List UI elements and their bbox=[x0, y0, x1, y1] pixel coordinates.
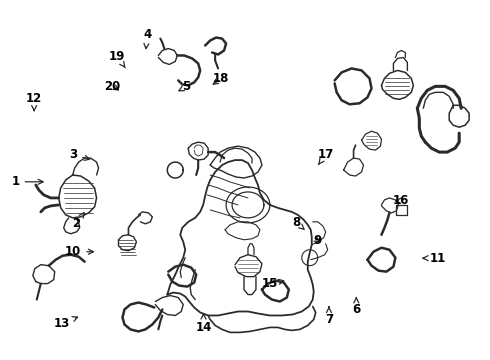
Text: 14: 14 bbox=[196, 314, 212, 333]
Text: 11: 11 bbox=[423, 252, 446, 265]
Text: 17: 17 bbox=[318, 148, 334, 164]
Text: 4: 4 bbox=[143, 28, 151, 49]
Text: 15: 15 bbox=[261, 278, 284, 291]
Text: 10: 10 bbox=[65, 245, 94, 258]
Text: 2: 2 bbox=[73, 213, 84, 230]
Text: 16: 16 bbox=[393, 194, 409, 207]
Text: 19: 19 bbox=[109, 50, 125, 68]
Text: 13: 13 bbox=[54, 317, 77, 330]
Text: 5: 5 bbox=[179, 80, 191, 93]
Text: 9: 9 bbox=[313, 234, 321, 247]
Text: 7: 7 bbox=[325, 307, 333, 326]
Text: 8: 8 bbox=[292, 216, 304, 229]
Text: 20: 20 bbox=[104, 80, 121, 93]
Text: 1: 1 bbox=[12, 175, 43, 188]
Text: 12: 12 bbox=[26, 92, 42, 111]
Text: 6: 6 bbox=[352, 297, 361, 316]
Text: 3: 3 bbox=[69, 148, 90, 161]
Text: 18: 18 bbox=[212, 72, 229, 85]
